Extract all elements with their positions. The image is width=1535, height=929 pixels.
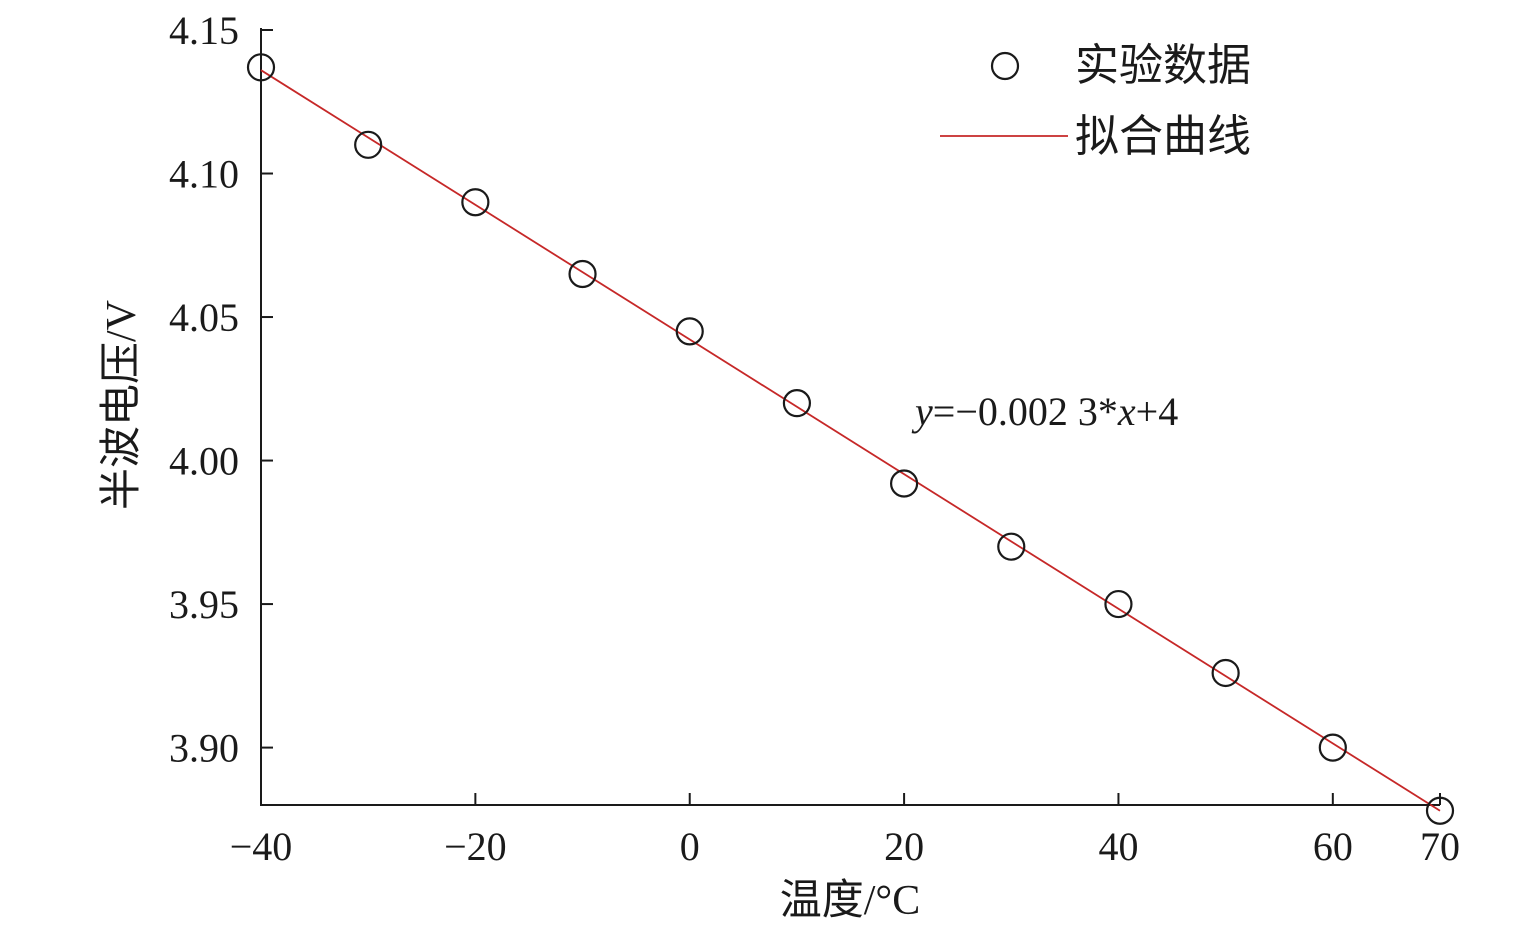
fit-line-group	[260, 69, 1441, 812]
y-tick-label: 3.90	[169, 726, 239, 771]
data-point	[1318, 733, 1347, 762]
y-tick-label: 4.10	[169, 152, 239, 197]
equation-x-var: x	[1117, 389, 1136, 434]
x-tick-label: 0	[680, 824, 700, 869]
data-point	[997, 532, 1026, 561]
data-point	[782, 389, 812, 418]
x-tick-label: 60	[1313, 824, 1353, 869]
data-point	[568, 259, 597, 289]
equation-middle: =−0.002 3*	[933, 389, 1118, 434]
legend: 实验数据 拟合曲线	[940, 41, 1251, 161]
data-point	[354, 130, 383, 159]
y-tick-label: 4.00	[169, 439, 239, 484]
data-point	[889, 469, 919, 498]
data-point	[1425, 796, 1455, 825]
fit-line	[260, 69, 1441, 812]
data-point	[1104, 589, 1133, 619]
y-ticks: 3.90 3.95 4.00 4.05 4.10 4.15	[169, 8, 273, 771]
x-ticks: −40 −20 0 20 40 60 70	[230, 793, 1460, 869]
data-point	[461, 188, 490, 217]
equation-tail: +4	[1136, 389, 1179, 434]
data-point	[675, 317, 704, 346]
x-tick-label: 40	[1098, 824, 1138, 869]
equation-y-var: y	[911, 389, 933, 434]
x-tick-label: 70	[1420, 824, 1460, 869]
y-axis-label: 半波电压/V	[99, 300, 145, 510]
x-tick-label: −40	[230, 824, 293, 869]
y-tick-label: 4.05	[169, 295, 239, 340]
legend-label-fit: 拟合曲线	[1075, 112, 1251, 161]
axes	[260, 28, 1440, 806]
x-tick-label: 20	[884, 824, 924, 869]
data-point	[246, 53, 276, 82]
y-tick-label: 4.15	[169, 8, 239, 53]
legend-label-data: 实验数据	[1075, 41, 1251, 90]
data-point	[1211, 658, 1240, 688]
legend-marker-icon	[990, 51, 1020, 81]
data-points	[246, 53, 1455, 825]
x-axis-label: 温度/°C	[780, 878, 920, 924]
x-tick-label: −20	[444, 824, 507, 869]
y-tick-label: 3.95	[169, 582, 239, 627]
fit-equation: y=−0.002 3*x+4	[911, 389, 1178, 434]
